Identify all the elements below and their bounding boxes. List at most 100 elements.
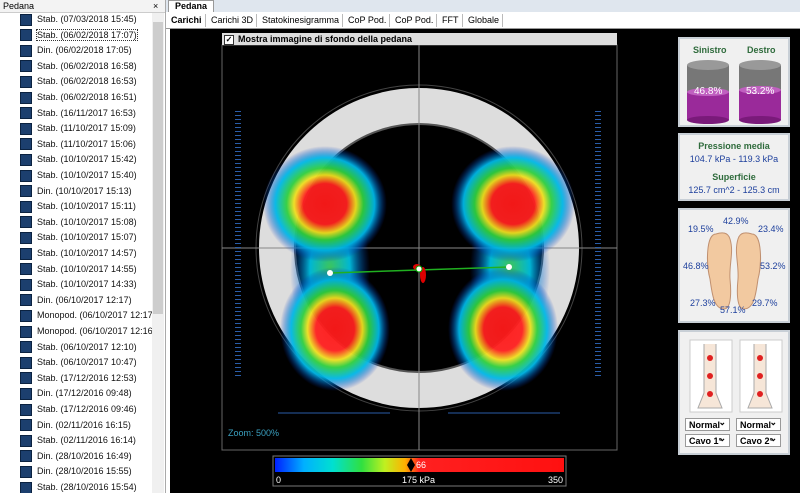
tab[interactable]: CoP Pod. <box>392 14 438 27</box>
item-icon <box>20 356 32 369</box>
item-label: Stab. (10/10/2017 15:40) <box>37 170 137 180</box>
list-item[interactable]: Din. (28/10/2016 16:49) <box>20 449 132 463</box>
list-item[interactable]: Din. (17/12/2016 09:48) <box>20 386 132 401</box>
right-arch-select[interactable]: Normal <box>736 416 781 431</box>
list-item[interactable]: Din. (02/11/2016 16:15) <box>20 418 131 432</box>
list-item[interactable]: Stab. (11/10/2017 15:06) <box>20 137 136 151</box>
list-item[interactable]: Monopod. (06/10/2017 12:17) <box>20 308 156 323</box>
colorbar-marker: 66 <box>416 460 427 470</box>
tab[interactable]: FFT <box>439 14 463 27</box>
distribution-panel: 42.9% 19.5% 23.4% 46.8% 53.2% 27.3% 29.7… <box>678 208 790 323</box>
item-label: Din. (02/11/2016 16:15) <box>37 419 131 430</box>
list-item[interactable]: Stab. (10/10/2017 14:55) <box>20 262 137 276</box>
item-label: Monopod. (06/10/2017 12:17) <box>37 310 156 321</box>
item-label: Stab. (10/10/2017 15:08) <box>37 216 137 227</box>
feet-soles <box>707 232 761 310</box>
tab[interactable]: Statokinesigramma <box>259 14 344 27</box>
background-checkbox[interactable]: ✓ Mostra immagine di sfondo della pedana <box>222 33 617 45</box>
list-item[interactable]: Stab. (11/10/2017 15:09) <box>20 121 136 135</box>
right-cavo-select[interactable]: Cavo 2° <box>736 432 781 447</box>
list-item[interactable]: Stab. (06/02/2018 16:53) <box>20 74 137 89</box>
colorbar-mid: 175 kPa <box>402 475 436 485</box>
item-label: Stab. (10/10/2017 14:33) <box>37 279 137 290</box>
list-item[interactable]: Monopod. (06/10/2017 12:16) <box>20 324 156 338</box>
item-icon <box>20 403 32 416</box>
left-cavo-select[interactable]: Cavo 1° <box>685 432 730 447</box>
item-icon <box>20 91 32 104</box>
tab[interactable]: Carichi <box>168 14 206 27</box>
list-item[interactable]: Stab. (06/10/2017 12:10) <box>20 340 137 354</box>
surface-title: Superficie <box>712 172 756 182</box>
item-icon <box>20 434 32 447</box>
window-tabbar <box>166 0 800 12</box>
list-item[interactable]: Stab. (06/02/2018 16:58) <box>20 59 137 73</box>
item-label: Stab. (17/12/2016 09:46) <box>37 404 137 414</box>
list-item[interactable]: Stab. (17/12/2016 09:46) <box>20 402 137 416</box>
item-label: Stab. (10/10/2017 15:07) <box>37 232 137 243</box>
item-icon <box>20 450 32 463</box>
item-icon <box>20 216 32 229</box>
pressure-title: Pressione media <box>698 141 770 151</box>
left-rear: 27.3% <box>690 298 716 308</box>
list-item[interactable]: Stab. (07/03/2018 15:45) <box>20 12 137 26</box>
colorbar-min: 0 <box>276 475 282 485</box>
surface-value: 125.7 cm^2 - 125.3 cm <box>688 185 780 195</box>
item-icon <box>20 466 32 479</box>
right-rear: 29.7% <box>752 298 778 308</box>
left-title: Sinistro <box>693 45 727 55</box>
sidebar: Pedana × Stab. (07/03/2018 15:45) Stab. (… <box>0 0 166 493</box>
checkbox-label: Mostra immagine di sfondo della pedana <box>238 34 413 44</box>
sidebar-title: Pedana <box>3 1 35 11</box>
tab[interactable]: Carichi 3D <box>208 14 258 27</box>
list-item[interactable]: Stab. (10/10/2017 14:57) <box>20 246 137 260</box>
list-item[interactable]: Stab. (17/12/2016 12:53) <box>20 371 137 385</box>
list-item[interactable]: Din. (06/02/2018 17:05) <box>20 43 132 57</box>
list-item[interactable]: Stab. (10/10/2017 15:07) <box>20 230 137 245</box>
list-item[interactable]: Stab. (10/10/2017 14:33) <box>20 277 137 291</box>
list-item[interactable]: Stab. (02/11/2016 16:14) <box>20 433 136 447</box>
item-icon <box>20 388 32 401</box>
center-rear: 57.1% <box>720 305 746 315</box>
list-item[interactable]: Din. (28/10/2016 15:55) <box>20 464 132 479</box>
left-arch-select[interactable]: Normal <box>685 416 730 431</box>
list-item[interactable]: Stab. (10/10/2017 15:42) <box>20 152 137 167</box>
list-item[interactable]: Stab. (10/10/2017 15:11) <box>20 199 136 213</box>
list-item[interactable]: Stab. (06/02/2018 17:07) <box>20 28 138 42</box>
list-item[interactable]: Din. (10/10/2017 15:13) <box>20 184 132 198</box>
tab[interactable]: Globale <box>465 14 504 27</box>
right-value: 53.2% <box>746 86 775 97</box>
tab[interactable]: CoP Pod. <box>345 14 391 27</box>
item-label: Din. (06/10/2017 12:17) <box>37 294 132 305</box>
tab-bar: Carichi Carichi 3D Statokinesigramma CoP Po… <box>166 13 800 29</box>
left-total: 46.8% <box>683 261 709 271</box>
item-label: Stab. (07/03/2018 15:45) <box>37 14 137 24</box>
item-icon <box>20 138 32 151</box>
window-tab[interactable]: Pedana <box>168 0 215 12</box>
zoom-label: Zoom: 500% <box>228 428 280 438</box>
item-icon <box>20 325 32 338</box>
item-icon <box>20 341 32 354</box>
pressure-map <box>221 44 618 487</box>
list-item[interactable]: Stab. (10/10/2017 15:40) <box>20 168 137 182</box>
item-icon <box>20 13 32 26</box>
item-label: Monopod. (06/10/2017 12:16) <box>37 326 156 336</box>
item-label: Din. (10/10/2017 15:13) <box>37 185 132 196</box>
item-label: Stab. (28/10/2016 15:54) <box>37 482 137 492</box>
list-item[interactable]: Stab. (16/11/2017 16:53) <box>20 106 136 120</box>
item-icon <box>20 278 32 291</box>
item-label: Din. (28/10/2016 16:49) <box>37 450 132 461</box>
right-total: 53.2% <box>760 261 786 271</box>
list-item[interactable]: Stab. (10/10/2017 15:08) <box>20 215 137 229</box>
list-item[interactable]: Stab. (28/10/2016 15:54) <box>20 480 137 493</box>
item-icon <box>20 200 32 213</box>
list-item[interactable]: Stab. (06/02/2018 16:51) <box>20 90 137 104</box>
colorbar-max: 350 <box>548 475 564 485</box>
list-item[interactable]: Din. (06/10/2017 12:17) <box>20 293 132 307</box>
item-label: Stab. (10/10/2017 14:55) <box>37 263 137 274</box>
close-button[interactable]: × <box>153 1 159 11</box>
item-label: Stab. (16/11/2017 16:53) <box>37 107 136 118</box>
scroll-thumb[interactable] <box>153 22 163 314</box>
list-item[interactable]: Stab. (06/10/2017 10:47) <box>20 355 137 369</box>
item-label: Din. (17/12/2016 09:48) <box>37 388 132 399</box>
pressure-panel: Pressione media 104.7 kPa - 119.3 kPa Su… <box>678 133 790 201</box>
